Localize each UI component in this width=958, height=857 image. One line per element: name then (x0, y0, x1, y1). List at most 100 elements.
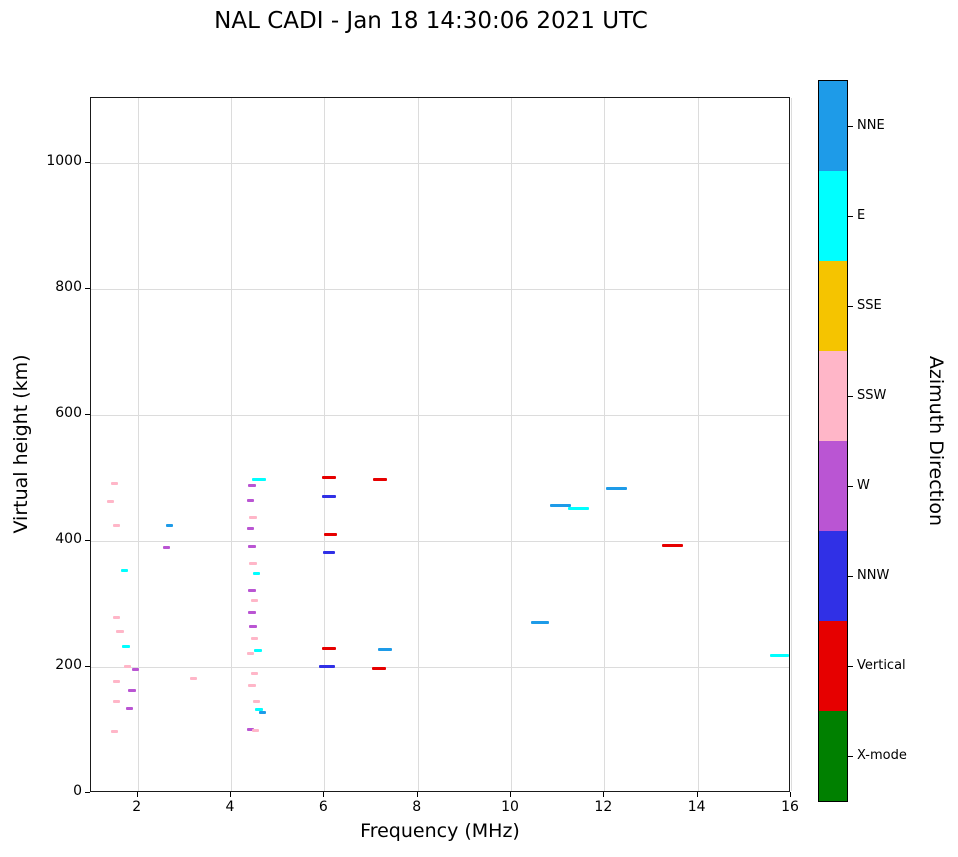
data-point (250, 599, 259, 603)
colorbar-segment-nnw (819, 531, 847, 621)
colorbar-tick (848, 126, 853, 127)
y-tick-label: 600 (55, 404, 82, 421)
x-tick-mark (790, 792, 791, 797)
gridline-vertical (137, 98, 139, 791)
data-point (162, 545, 171, 549)
x-tick-mark (136, 792, 138, 797)
x-tick-label: 14 (687, 799, 706, 815)
data-point (116, 630, 124, 634)
gridline-horizontal (91, 162, 789, 164)
colorbar-segment-x-mode (819, 711, 847, 801)
data-point (248, 588, 256, 592)
data-point (318, 665, 335, 669)
data-point (112, 679, 121, 683)
data-point (770, 654, 789, 658)
data-point (246, 526, 255, 530)
data-point (110, 729, 119, 733)
data-point (125, 707, 133, 711)
colorbar-segment-ssw (819, 351, 847, 441)
data-point (110, 482, 119, 486)
gridline-vertical (604, 98, 606, 791)
colorbar-label: NNW (857, 568, 890, 583)
colorbar-tick (848, 396, 853, 397)
colorbar-segment-vertical (819, 621, 847, 711)
colorbar-segment-nne (819, 81, 847, 171)
gridline-vertical (697, 98, 699, 791)
data-point (248, 610, 256, 614)
data-point (189, 676, 198, 680)
data-point (120, 569, 129, 573)
gridline-horizontal (91, 540, 789, 542)
data-point (322, 495, 336, 499)
colorbar-tick (848, 576, 853, 577)
plot-area (90, 97, 792, 792)
gridline-vertical (417, 98, 419, 791)
colorbar-tick (848, 486, 853, 487)
x-tick-mark (323, 792, 325, 797)
data-point (246, 652, 255, 656)
data-point (249, 561, 257, 565)
data-point (322, 646, 336, 650)
data-point (112, 524, 121, 528)
colorbar-segment-sse (819, 261, 847, 351)
gridline-horizontal (91, 414, 789, 416)
data-point (549, 503, 571, 507)
data-point (123, 665, 132, 669)
data-point (248, 484, 256, 487)
data-point (128, 688, 136, 692)
data-point (112, 616, 121, 620)
colorbar-segment-w (819, 441, 847, 531)
data-point (252, 572, 261, 576)
colorbar-tick (848, 666, 853, 667)
gridline-horizontal (91, 288, 789, 290)
data-point (246, 498, 255, 502)
x-tick-label: 4 (225, 799, 235, 815)
colorbar-label: NNE (857, 118, 885, 133)
data-point (131, 668, 140, 671)
x-tick-label: 8 (412, 799, 422, 815)
data-point (250, 671, 259, 675)
colorbar-label: X-mode (857, 748, 907, 763)
data-point (252, 478, 266, 482)
colorbar-label: W (857, 478, 870, 493)
y-tick-label: 200 (55, 656, 82, 673)
data-point (252, 729, 260, 733)
colorbar-label: Vertical (857, 658, 906, 673)
gridline-horizontal (91, 666, 789, 668)
y-tick-label: 1000 (46, 152, 82, 169)
y-tick-label: 800 (55, 278, 82, 295)
data-point (165, 523, 174, 527)
gridline-vertical (791, 98, 792, 791)
data-point (568, 506, 590, 510)
data-point (258, 711, 266, 715)
colorbar-label: E (857, 208, 866, 223)
x-tick-label: 16 (781, 799, 799, 815)
x-tick-label: 10 (501, 799, 519, 815)
data-point (372, 667, 387, 671)
y-tick-label: 400 (55, 530, 82, 547)
data-point (323, 550, 335, 554)
data-point (373, 478, 388, 482)
y-tick-mark (85, 792, 90, 793)
gridline-vertical (511, 98, 512, 791)
data-point (249, 624, 257, 628)
chart-title: NAL CADI - Jan 18 14:30:06 2021 UTC (214, 8, 648, 34)
x-tick-label: 6 (318, 799, 328, 815)
x-tick-mark (696, 792, 698, 797)
x-tick-mark (230, 792, 231, 797)
x-tick-label: 12 (594, 799, 613, 815)
data-point (530, 620, 550, 624)
gridline-vertical (324, 98, 326, 791)
colorbar-label: SSW (857, 388, 887, 403)
data-point (250, 637, 259, 641)
colorbar-tick (848, 306, 853, 307)
data-point (661, 543, 683, 547)
colorbar-tick (848, 756, 853, 757)
x-tick-mark (416, 792, 418, 797)
data-point (605, 487, 627, 491)
data-point (122, 644, 130, 648)
data-point (254, 649, 262, 653)
data-point (249, 516, 257, 520)
data-point (248, 684, 256, 688)
